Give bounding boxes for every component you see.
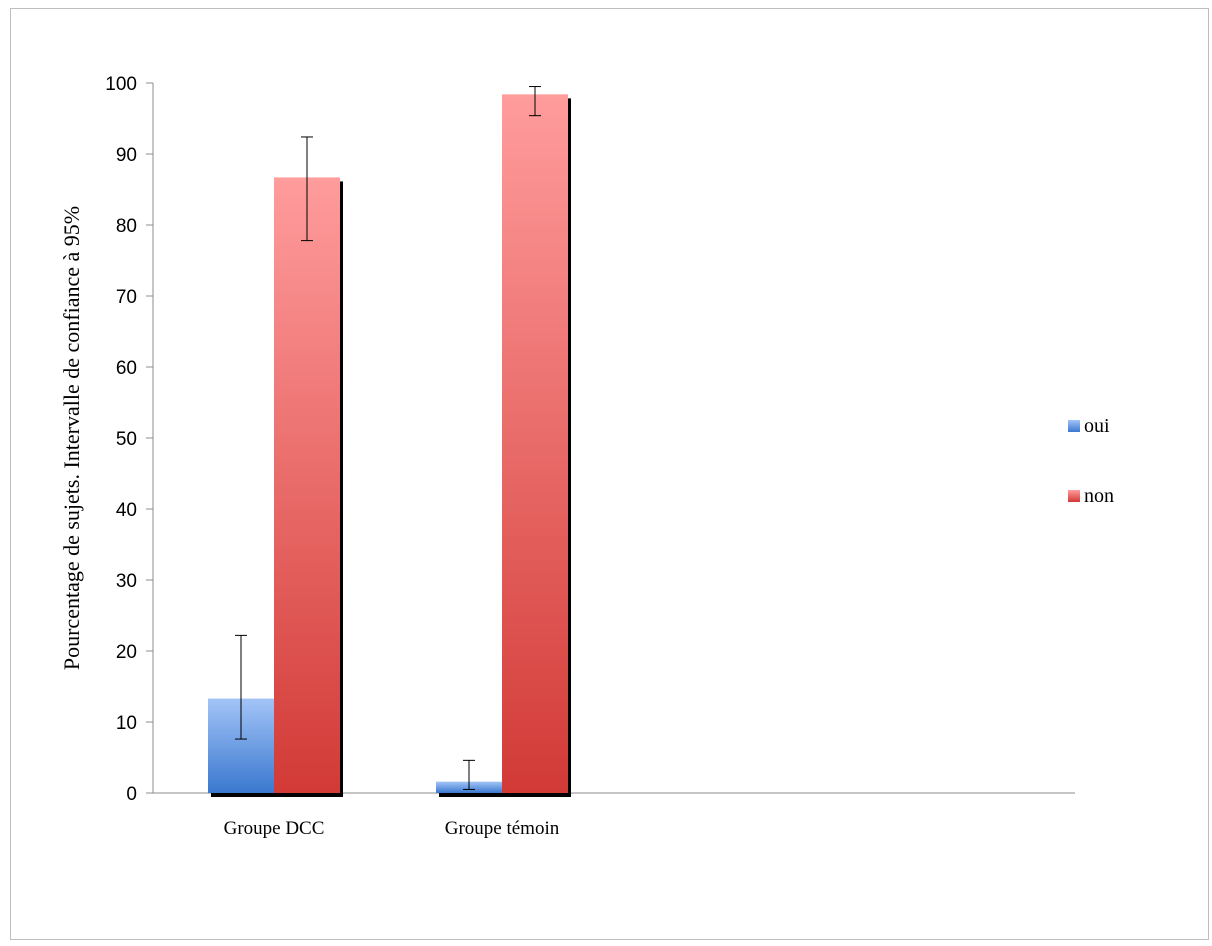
- legend-swatch-oui: [1068, 420, 1080, 432]
- y-tick-label: 50: [116, 429, 137, 450]
- error-bars: [235, 86, 541, 790]
- y-tick-label: 40: [116, 500, 137, 521]
- legend-swatch-non: [1068, 490, 1080, 502]
- bar-non: [274, 177, 340, 793]
- y-tick-label: 20: [116, 642, 137, 663]
- legend: oui non: [1068, 415, 1114, 507]
- legend-label-oui: oui: [1084, 415, 1110, 437]
- y-tick-label: 100: [105, 74, 137, 95]
- bar-non: [502, 94, 568, 794]
- y-tick-label: 60: [116, 358, 137, 379]
- bars: [208, 94, 571, 798]
- y-tick-label: 80: [116, 216, 137, 237]
- y-axis-label: Pourcentage de sujets. Intervalle de con…: [59, 206, 84, 670]
- y-tick-label: 70: [116, 287, 137, 308]
- y-tick-label: 90: [116, 145, 137, 166]
- labels: 0 10 20 30 40 50 60 70 80 90 100 Pourcentage de suj…: [59, 74, 560, 839]
- y-tick-label: 0: [126, 784, 137, 805]
- y-tick-label: 10: [116, 713, 137, 734]
- x-tick-label: Groupe DCC: [224, 818, 325, 839]
- y-tick-label: 30: [116, 571, 137, 592]
- legend-label-non: non: [1084, 485, 1114, 507]
- x-tick-label: Groupe témoin: [445, 818, 560, 839]
